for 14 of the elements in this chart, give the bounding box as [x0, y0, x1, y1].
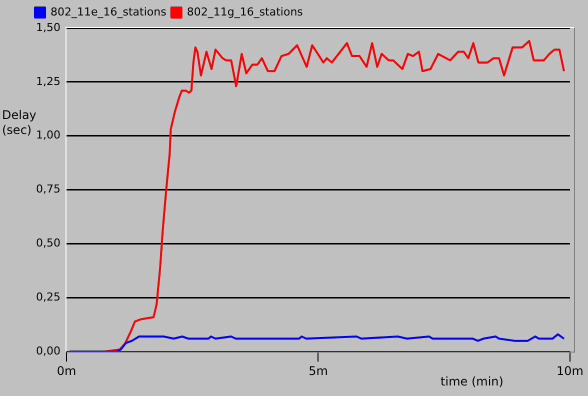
y-tick-label: 0,00 — [36, 344, 60, 358]
legend-label: 802_11e_16_stations — [50, 5, 167, 18]
x-tick-label: 5m — [308, 364, 328, 378]
x-tick-label: 0m — [56, 364, 76, 378]
y-tick-label: 1,25 — [36, 74, 60, 88]
y-tick-label: 0,75 — [36, 182, 60, 196]
y-tick-label: 0,25 — [36, 290, 60, 304]
x-axis-title: time (min) — [440, 374, 504, 389]
y-tick-label: 0,50 — [36, 236, 60, 250]
x-tick-label: 10m — [556, 364, 584, 378]
y-tick-label: 1,00 — [36, 128, 60, 142]
y-tick-label: 1,50 — [36, 20, 60, 34]
legend-label: 802_11g_16_stations — [186, 5, 304, 18]
y-axis-title: Delay (sec) — [2, 108, 36, 138]
